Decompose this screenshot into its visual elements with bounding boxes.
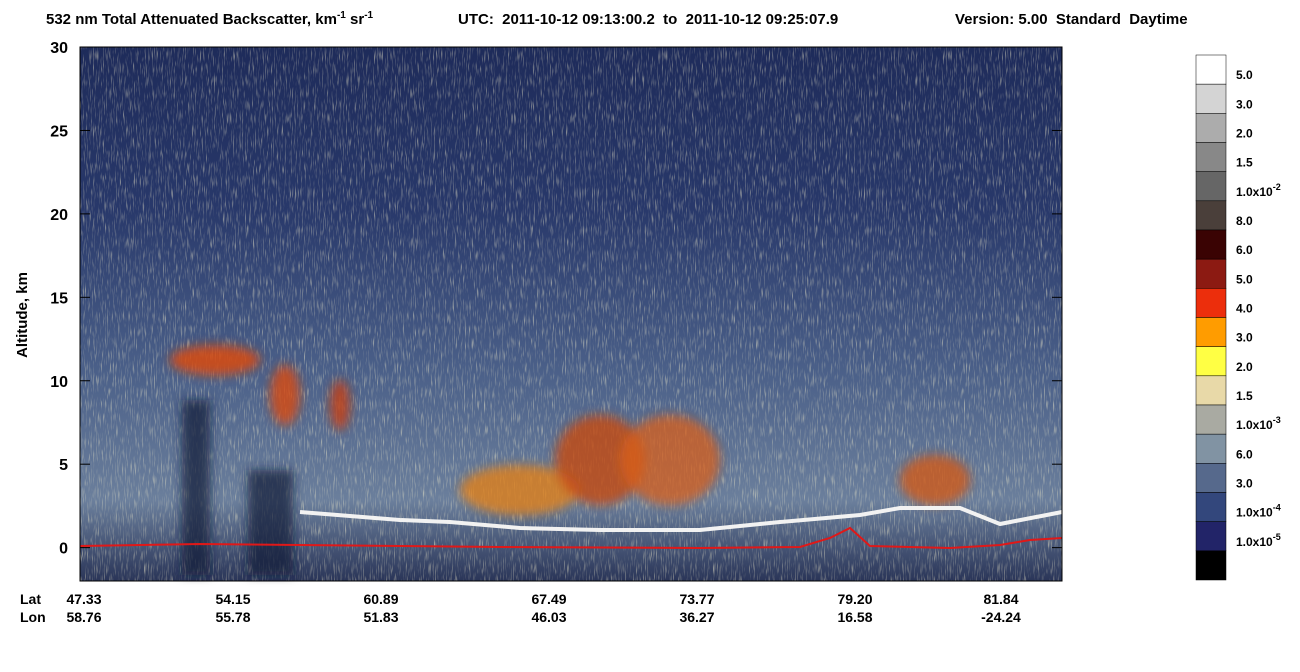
x-row-name: Lat	[20, 591, 41, 607]
colorbar-label: 2.0	[1236, 127, 1253, 141]
y-tick-label: 10	[50, 374, 68, 391]
x-tick-label: 16.58	[837, 609, 872, 625]
colorbar-swatch	[1195, 433, 1227, 464]
colorbar-label-text: 6.0	[1236, 447, 1253, 461]
colorbar-label-exponent: -4	[1273, 503, 1281, 513]
colorbar-label-text: 1.0x10	[1236, 185, 1273, 199]
colorbar-label: 6.0	[1236, 243, 1253, 257]
colorbar-swatch	[1195, 288, 1227, 318]
colorbar-label: 1.5	[1236, 156, 1253, 170]
x-tick-label: 36.27	[679, 609, 714, 625]
surface-return	[299, 506, 1063, 532]
y-tick-label: 20	[50, 207, 68, 224]
colorbar-swatch	[1195, 113, 1227, 143]
colorbar-swatch	[1195, 200, 1227, 231]
colorbar-label: 3.0	[1236, 477, 1253, 491]
x-tick-label: 79.20	[837, 591, 872, 607]
colorbar-label-text: 8.0	[1236, 214, 1253, 228]
colorbar-label-text: 1.5	[1236, 389, 1253, 403]
y-tick-label: 25	[50, 123, 68, 140]
y-tick-label: 5	[59, 457, 68, 474]
colorbar-label-text: 2.0	[1236, 127, 1253, 141]
y-tick-label: 0	[59, 541, 68, 558]
x-tick-label: 73.77	[679, 591, 714, 607]
colorbar-label: 1.0x10-5	[1236, 532, 1281, 549]
colorbar-label-text: 6.0	[1236, 243, 1253, 257]
colorbar-swatch	[1195, 317, 1227, 347]
version: Version: 5.00 Standard Daytime	[955, 11, 1188, 28]
colorbar-label-text: 5.0	[1236, 68, 1253, 82]
colorbar-label: 3.0	[1236, 331, 1253, 345]
x-tick-label: 47.33	[66, 591, 101, 607]
x-tick-label: 60.89	[363, 591, 398, 607]
colorbar-swatch	[1195, 521, 1227, 552]
colorbar-swatch	[1195, 83, 1227, 114]
colorbar-label-text: 3.0	[1236, 97, 1253, 111]
colorbar-swatch	[1195, 171, 1227, 202]
colorbar-label: 3.0	[1236, 97, 1253, 111]
y-tick-label: 15	[50, 290, 68, 307]
colorbar-label: 1.0x10-2	[1236, 182, 1281, 199]
plot-area	[79, 46, 1063, 582]
plot-frame	[79, 46, 1063, 582]
colorbar-swatch	[1195, 492, 1227, 522]
x-tick-label: 54.15	[215, 591, 250, 607]
x-row-name: Lon	[20, 609, 46, 625]
colorbar-label-text: 1.0x10	[1236, 535, 1273, 549]
x-tick-label: 51.83	[363, 609, 398, 625]
colorbar-label-text: 1.0x10	[1236, 506, 1273, 520]
title: 532 nm Total Attenuated Backscatter, km-…	[46, 10, 374, 28]
colorbar-label: 1.0x10-3	[1236, 415, 1281, 432]
colorbar-label-text: 3.0	[1236, 331, 1253, 345]
colorbar-swatch	[1195, 463, 1227, 493]
colorbar-label: 4.0	[1236, 302, 1253, 316]
colorbar-swatch	[1195, 404, 1227, 435]
colorbar-swatch	[1195, 229, 1227, 260]
colorbar-label-exponent: -3	[1273, 415, 1281, 425]
colorbar-label: 6.0	[1236, 447, 1253, 461]
x-tick-label: 81.84	[983, 591, 1018, 607]
colorbar-swatch	[1195, 346, 1227, 377]
colorbar-label-text: 2.0	[1236, 360, 1253, 374]
utc: UTC: 2011-10-12 09:13:00.2 to 2011-10-12…	[458, 11, 838, 28]
colorbar-label-text: 1.5	[1236, 156, 1253, 170]
colorbar-label: 2.0	[1236, 360, 1253, 374]
colorbar-label: 8.0	[1236, 214, 1253, 228]
colorbar-label-text: 5.0	[1236, 272, 1253, 286]
colorbar-label-text: 4.0	[1236, 302, 1253, 316]
colorbar-label: 5.0	[1236, 272, 1253, 286]
colorbar-swatch	[1195, 375, 1227, 406]
y-axis-label: Altitude, km	[14, 272, 31, 358]
colorbar-label-text: 1.0x10	[1236, 418, 1273, 432]
colorbar-label: 1.5	[1236, 389, 1253, 403]
x-tick-label: 46.03	[531, 609, 566, 625]
y-tick-label: 30	[50, 40, 68, 57]
x-tick-label: 58.76	[66, 609, 101, 625]
x-tick-label: 67.49	[531, 591, 566, 607]
colorbar-swatch	[1195, 142, 1227, 172]
x-tick-label: -24.24	[981, 609, 1021, 625]
colorbar-swatch	[1195, 550, 1227, 581]
elevation-line	[79, 526, 1063, 550]
x-tick-label: 55.78	[215, 609, 250, 625]
clouds	[170, 345, 970, 575]
colorbar-swatch	[1195, 258, 1227, 289]
colorbar-label-exponent: -5	[1273, 532, 1281, 542]
colorbar-label-text: 3.0	[1236, 477, 1253, 491]
colorbar-label: 1.0x10-4	[1236, 503, 1281, 520]
colorbar-label-exponent: -2	[1273, 182, 1281, 192]
colorbar-label: 5.0	[1236, 68, 1253, 82]
colorbar-swatch	[1195, 54, 1227, 85]
